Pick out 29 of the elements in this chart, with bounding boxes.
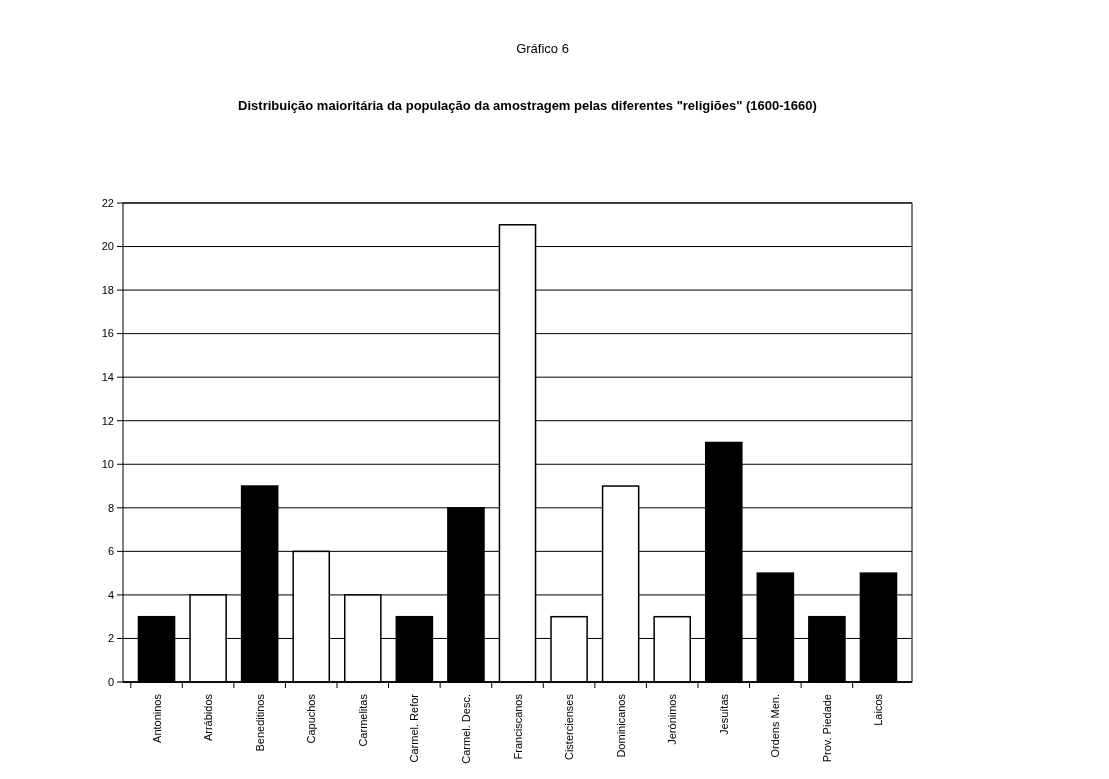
x-tick-label: Laicos	[872, 693, 885, 726]
x-tick-label: Carmel. Desc.	[459, 694, 472, 764]
y-tick-label: 16	[101, 327, 114, 340]
x-tick-label: Carmel. Refor	[408, 693, 421, 763]
x-tick-label: Beneditinos	[253, 693, 266, 752]
chart-title: Gráfico 6	[516, 41, 569, 56]
y-tick-label: 8	[107, 501, 114, 514]
chart-subtitle: Distribuição maioritária da população da amostragem pelas diferentes "religiões" (1600-1660)	[238, 98, 817, 113]
x-tick-label: Antoninos	[150, 693, 163, 743]
x-tick-label: Cistercienses	[563, 693, 576, 761]
y-tick-label: 12	[101, 414, 114, 427]
y-tick-label: 14	[101, 371, 114, 384]
y-tick-label: 18	[101, 283, 114, 296]
x-tick-label: Jerónimos	[666, 693, 679, 745]
y-tick-label: 10	[101, 458, 114, 471]
y-tick-label: 4	[107, 588, 114, 601]
x-tick-label: Dominicanos	[614, 693, 627, 758]
y-tick-label: 0	[107, 675, 114, 688]
y-tick-label: 6	[107, 545, 114, 558]
x-tick-label: Arrábidos	[202, 693, 215, 742]
x-tick-label: Carmelitas	[356, 693, 369, 747]
y-tick-label: 22	[101, 196, 114, 209]
x-tick-label: Ordens Men.	[769, 694, 782, 758]
x-tick-label: Franciscanos	[511, 693, 524, 760]
x-tick-label: Jesuítas	[717, 693, 730, 735]
y-tick-label: 2	[107, 632, 114, 645]
y-tick-label: 20	[101, 240, 114, 253]
x-tick-label: Capuchos	[305, 693, 318, 744]
x-tick-label: Prov. Piedade	[820, 694, 833, 763]
